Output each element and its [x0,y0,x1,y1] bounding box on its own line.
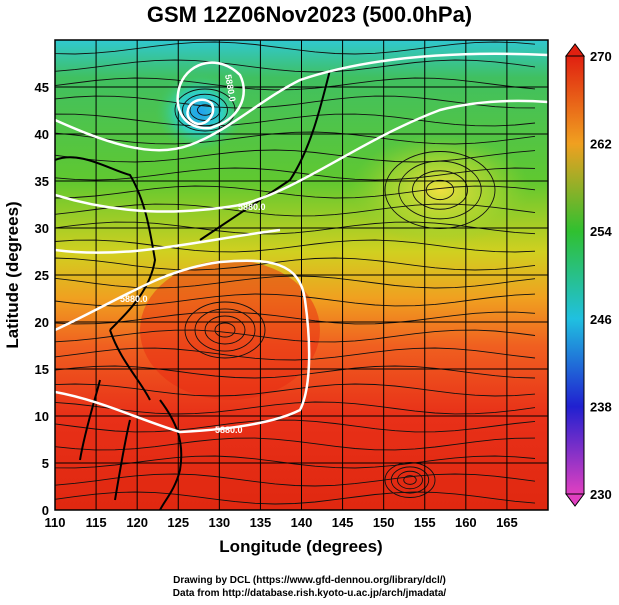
y-tick-label: 35 [35,174,49,189]
x-tick-label: 165 [496,515,518,530]
graticule [54,40,548,511]
streamline [184,301,266,359]
x-tick-label: 130 [208,515,230,530]
colorbar: 230 238 246 254 262 270 [565,43,612,507]
streamline [55,221,536,235]
streamlines [55,41,536,505]
y-tick-label: 20 [35,315,49,330]
streamline [403,475,417,485]
y-tick-label: 40 [35,127,49,142]
x-tick-label: 120 [126,515,148,530]
streamline [55,185,536,199]
x-tick-label: 110 [45,515,66,530]
x-tick-label: 160 [455,515,477,530]
colorbar-tick-label: 230 [590,487,612,502]
x-tick-label: 135 [250,515,272,530]
streamline [425,179,455,201]
streamline [55,239,536,253]
streamline [55,113,536,127]
contour-label: 5880.0 [215,425,243,435]
contour-label: 5880.0 [120,294,148,304]
colorbar-tick-label: 262 [590,137,612,152]
streamline [55,329,536,343]
coastlines [55,69,331,510]
credit-data: Data from http://database.rish.kyoto-u.a… [172,588,447,599]
streamline [398,160,482,220]
x-tick-label: 115 [86,515,107,530]
colorbar-tick-label: 246 [590,312,612,327]
x-axis-ticks: 110 115 120 125 130 135 140 145 150 155 160 165 [45,515,518,530]
streamline [397,470,423,490]
y-tick-label: 45 [35,80,49,95]
credits: Drawing by DCL (https://www.gfd-dennou.o… [0,574,619,600]
x-tick-label: 145 [332,515,354,530]
plot-frame [54,39,549,511]
streamline [384,462,436,498]
contour-label: 5880.0 [223,74,238,103]
streamline [55,257,536,271]
y-axis-label: Latitude (degrees) [3,201,22,348]
streamline [174,88,236,132]
figure-title: GSM 12Z06Nov2023 (500.0hPa) [146,2,473,27]
streamline [384,151,496,229]
streamline [55,491,536,505]
colorbar-max-arrow [565,43,585,57]
streamline [55,275,536,289]
y-tick-label: 15 [35,362,49,377]
streamline [55,131,536,145]
y-tick-label: 5 [42,456,49,471]
streamline [55,59,536,73]
y-tick-label: 0 [42,503,49,518]
height-contours [55,52,548,434]
contour-label: 5880.0 [238,202,266,212]
streamline [390,466,430,494]
streamline [55,293,536,307]
y-axis-ticks: 0 5 10 15 20 25 30 35 40 45 [35,80,49,518]
y-tick-label: 30 [35,221,49,236]
colorbar-ticks: 230 238 246 254 262 270 [590,49,612,502]
y-tick-label: 10 [35,409,49,424]
streamline [204,315,246,345]
streamline [55,77,536,91]
streamline [55,167,536,181]
colorbar-min-arrow [565,493,585,507]
colorbar-tick-label: 238 [590,399,612,414]
colorbar-tick-label: 254 [590,224,612,239]
x-tick-label: 155 [414,515,436,530]
streamline [55,149,536,163]
x-axis-label: Longitude (degrees) [219,537,382,556]
streamline [55,41,536,55]
streamline [55,437,536,451]
streamline [55,203,536,217]
colorbar-tick-label: 270 [590,49,612,64]
streamline [55,365,536,379]
streamline [55,419,536,433]
x-tick-label: 140 [291,515,313,530]
streamline [55,383,536,397]
x-tick-label: 125 [167,515,189,530]
streamline [55,95,536,109]
x-tick-label: 150 [373,515,395,530]
streamline [194,308,256,352]
colorbar-scale [565,55,585,495]
y-tick-label: 25 [35,268,49,283]
credit-drawing: Drawing by DCL (https://www.gfd-dennou.o… [173,575,446,586]
